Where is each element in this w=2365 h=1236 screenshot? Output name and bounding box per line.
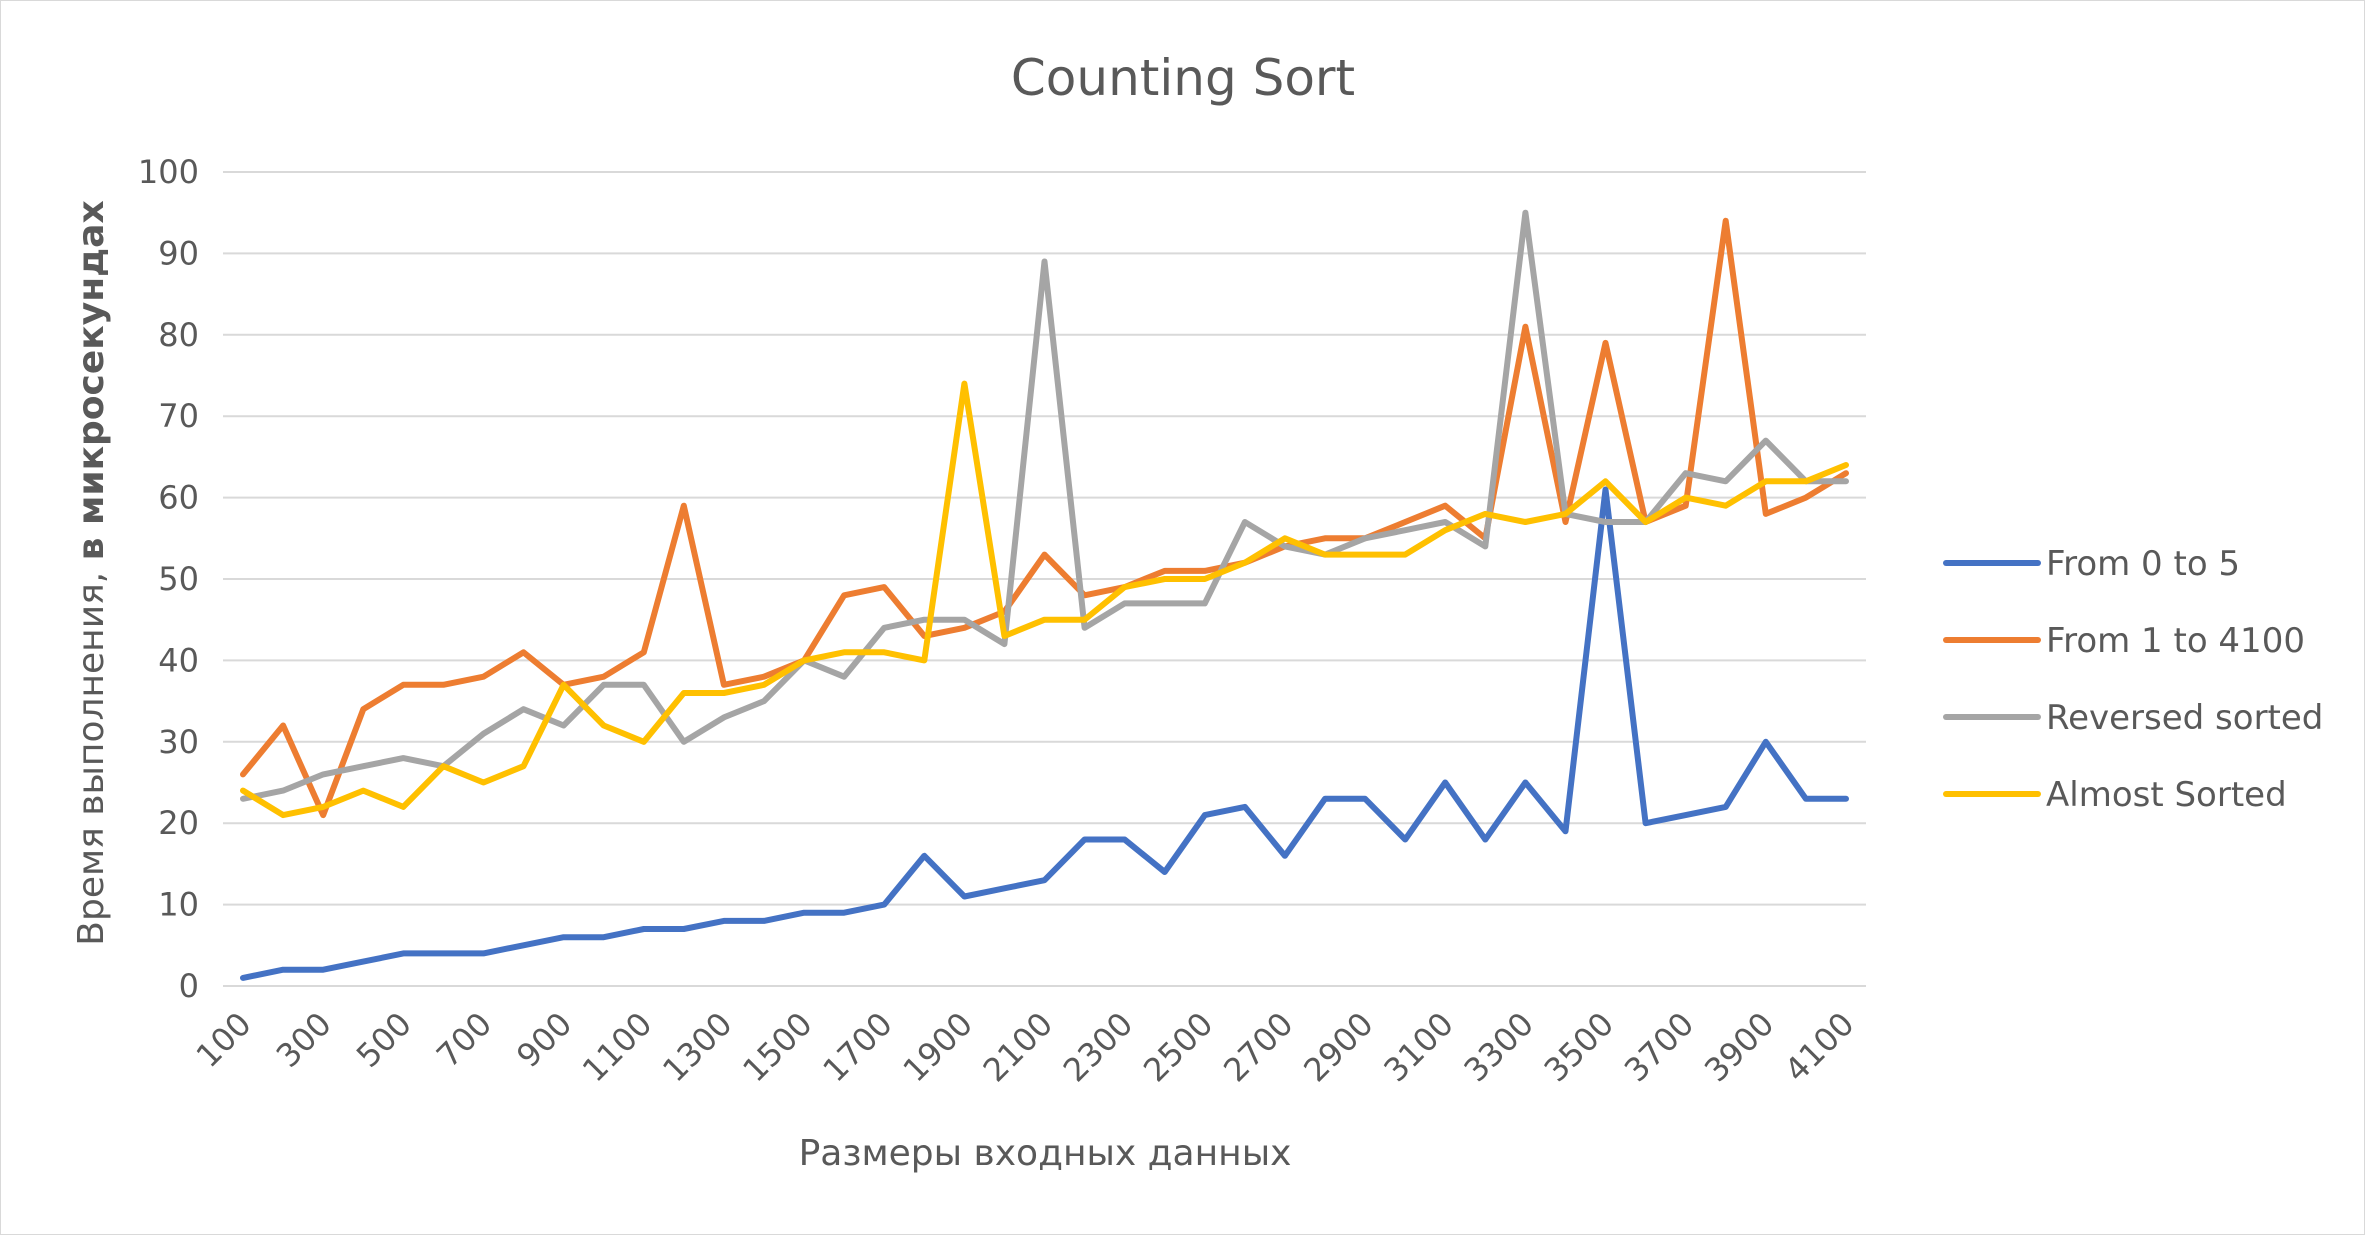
- y-tick-label: 60: [158, 479, 199, 517]
- y-tick-label: 30: [158, 723, 199, 761]
- series-lines: [240, 209, 1849, 981]
- x-tick-label: 3900: [1697, 1005, 1781, 1089]
- x-tick-label: 2500: [1136, 1005, 1220, 1089]
- x-tick-label: 3300: [1457, 1005, 1541, 1089]
- x-tick-label: 3500: [1537, 1005, 1621, 1089]
- legend-label: From 0 to 5: [2046, 544, 2240, 584]
- x-tick-label: 300: [269, 1005, 339, 1075]
- x-tick-label: 2300: [1056, 1005, 1140, 1089]
- x-tick-label: 3100: [1376, 1005, 1460, 1089]
- x-tick-label: 1700: [815, 1005, 899, 1089]
- y-tick-label: 40: [158, 641, 199, 679]
- legend-label: Reversed sorted: [2046, 698, 2323, 738]
- series-line: [240, 217, 1849, 819]
- series-line: [240, 486, 1849, 981]
- legend: From 0 to 5 From 1 to 4100 Reversed sorted…: [1943, 544, 2323, 815]
- series-line: [240, 209, 1849, 802]
- legend-label: From 1 to 4100: [2046, 621, 2305, 661]
- chart-title: Counting Sort: [1011, 49, 1355, 107]
- y-tick-label: 20: [158, 804, 199, 842]
- x-tick-label: 4100: [1777, 1005, 1861, 1089]
- y-tick-label: 10: [158, 886, 199, 924]
- y-axis-label: Время выполнения, в микросекундах: [71, 200, 112, 945]
- legend-label: Almost Sorted: [2046, 775, 2287, 815]
- gridlines: [223, 171, 1866, 987]
- y-axis-ticks: 0 10 20 30 40 50 60 70 80 90 100: [138, 153, 199, 1005]
- x-tick-label: 1300: [655, 1005, 739, 1089]
- x-axis-label: Размеры входных данных: [799, 1133, 1292, 1174]
- x-tick-label: 1100: [575, 1005, 659, 1089]
- x-tick-label: 3700: [1617, 1005, 1701, 1089]
- y-tick-label: 90: [158, 234, 199, 272]
- series-line: [240, 380, 1849, 819]
- y-tick-label: 100: [138, 153, 199, 191]
- x-tick-label: 500: [349, 1005, 419, 1075]
- x-tick-label: 2100: [976, 1005, 1060, 1089]
- x-tick-label: 700: [429, 1005, 499, 1075]
- y-axis-label-bold: в микросекундах: [71, 200, 112, 560]
- y-tick-label: 80: [158, 316, 199, 354]
- y-axis-label-normal: Время выполнения,: [71, 560, 112, 945]
- x-tick-label: 2700: [1216, 1005, 1300, 1089]
- x-tick-label: 1900: [896, 1005, 980, 1089]
- x-tick-label: 2900: [1296, 1005, 1380, 1089]
- x-tick-label: 1500: [735, 1005, 819, 1089]
- y-tick-label: 70: [158, 397, 199, 435]
- y-tick-label: 50: [158, 560, 199, 598]
- x-tick-label: 100: [189, 1005, 259, 1075]
- y-tick-label: 0: [179, 967, 199, 1005]
- x-axis-ticks: 100 300 500 700 9001100130015001700190021002…: [189, 1005, 1862, 1089]
- x-tick-label: 900: [509, 1005, 579, 1075]
